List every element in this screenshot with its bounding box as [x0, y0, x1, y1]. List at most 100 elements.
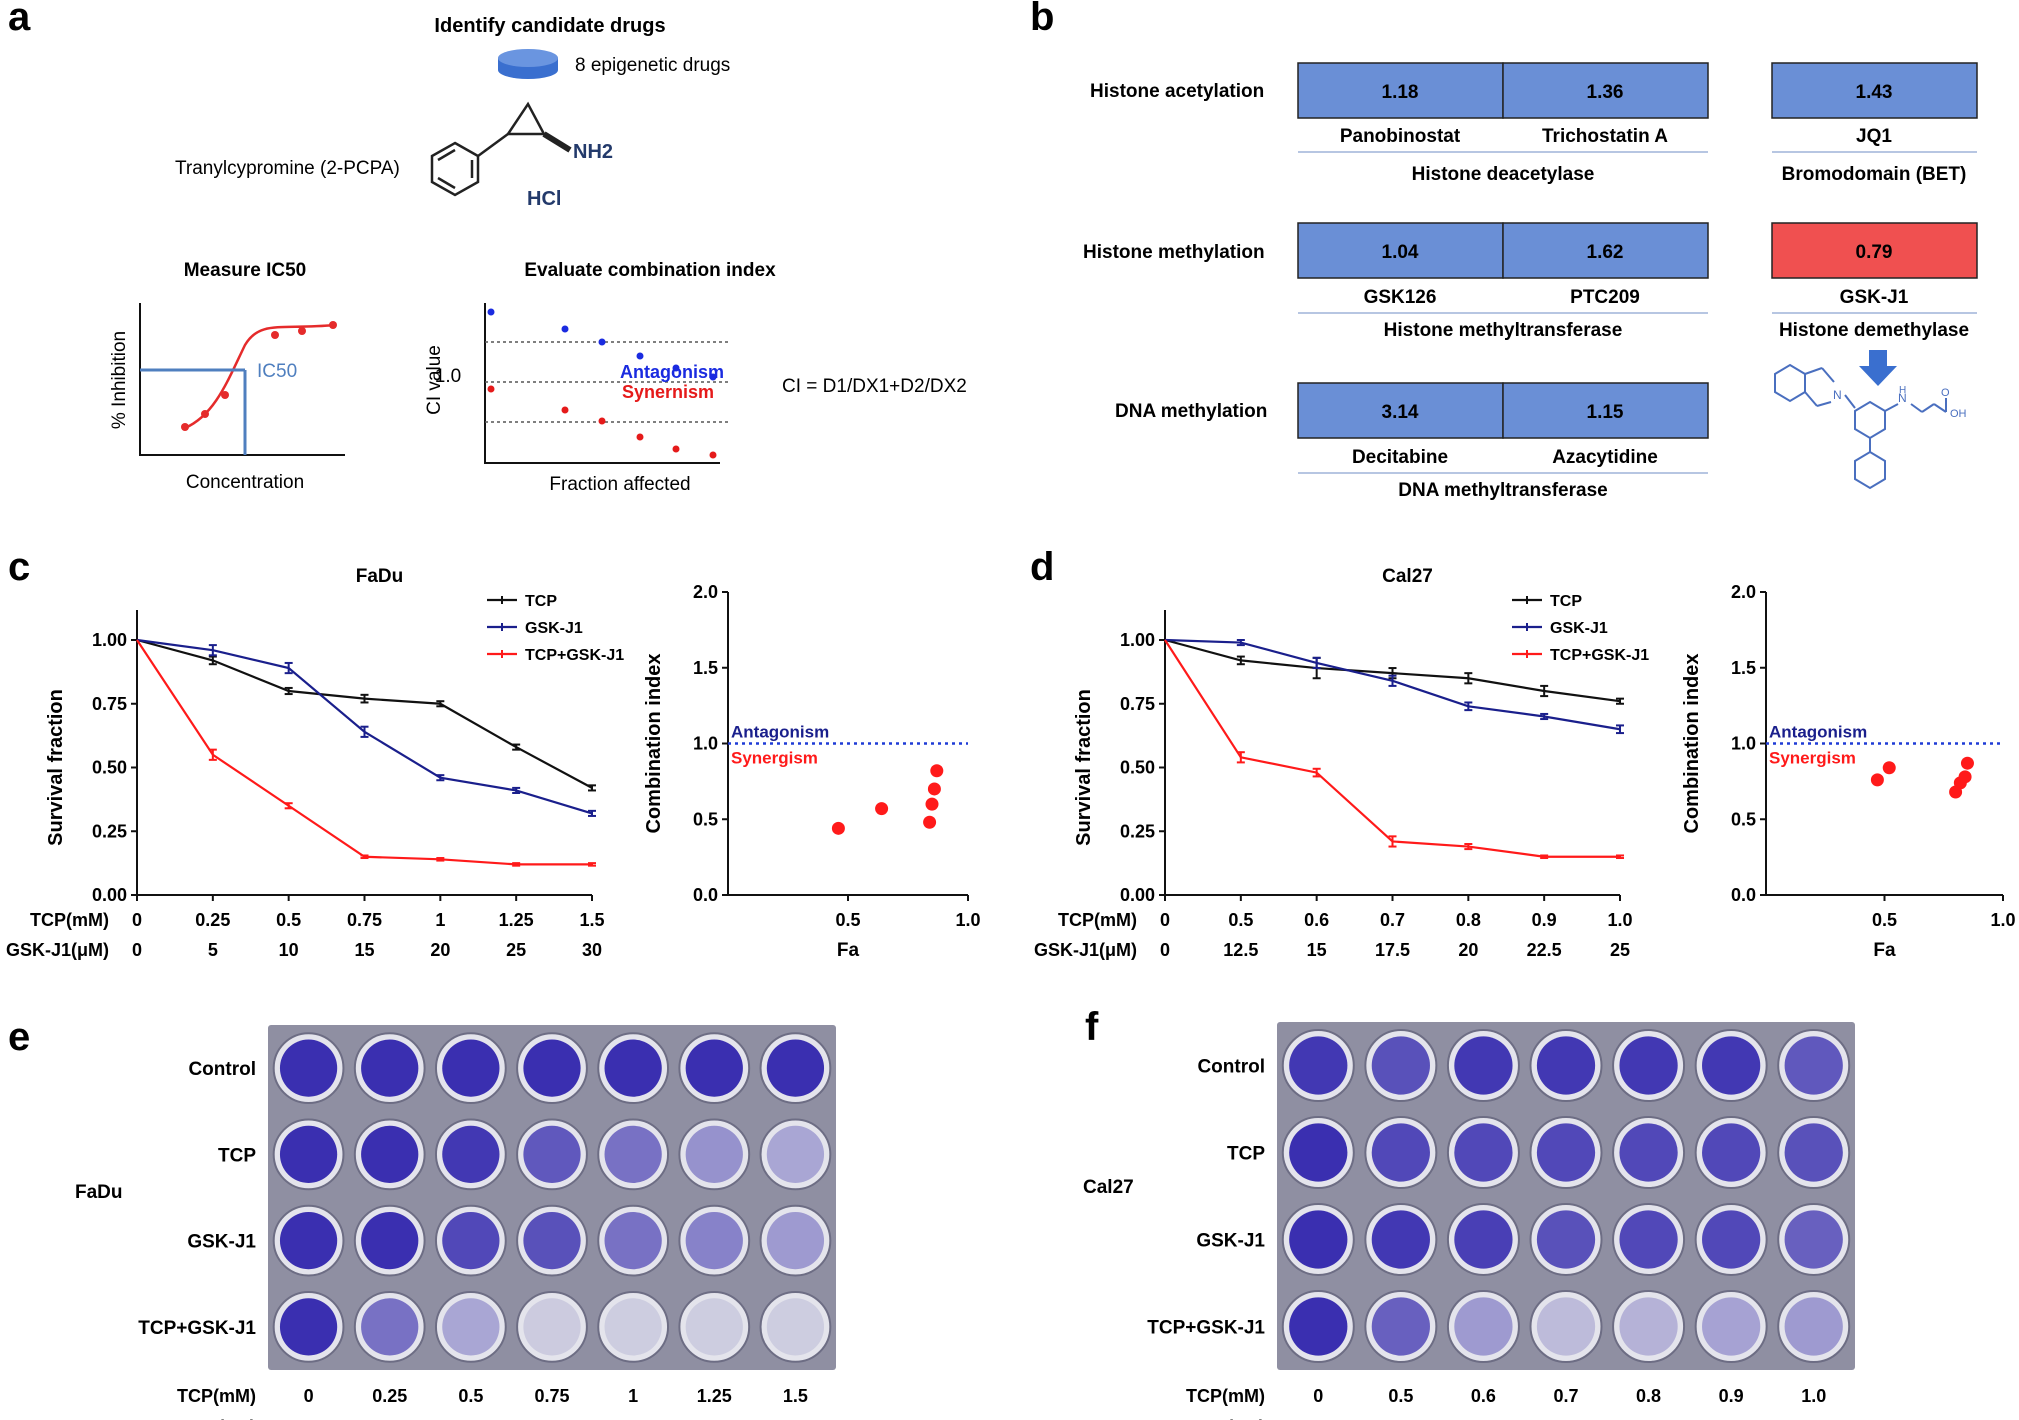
plate-col-row2: 25 — [704, 1417, 724, 1420]
plate-col-row2: 20 — [623, 1417, 643, 1420]
plate-col-row2: 0 — [304, 1417, 314, 1420]
x-tick-row1: 0.5 — [276, 910, 301, 930]
y-tick-label: 1.0 — [1731, 734, 1756, 754]
plate-col-row2: 12.5 — [1383, 1417, 1418, 1420]
ci-formula: CI = D1/DX1+D2/DX2 — [782, 376, 967, 397]
well-stain — [1536, 1036, 1596, 1095]
ci-ylabel: CI value — [424, 345, 445, 415]
gskj1-structure — [1774, 363, 1947, 490]
x-tick-row2: 15 — [1307, 940, 1327, 960]
box-jq1 — [1771, 62, 1978, 119]
group-bet: Bromodomain (BET) — [1782, 164, 1967, 185]
antagonism-label: Antagonism — [1769, 723, 1867, 742]
box-panobinostat — [1297, 62, 1504, 119]
x-tick-row2: 5 — [208, 940, 218, 960]
fadu-survival-chart: 0.00 0.25 0.50 0.75 1.00 0 0 0.25 5 0.5 10 0.75 15 1 2… — [6, 566, 624, 960]
well-stain — [279, 1212, 338, 1270]
drug-gsk126: GSK126 — [1364, 287, 1437, 308]
row-label-dna-methylation: DNA methylation — [1115, 401, 1267, 422]
row-label-histone-methylation: Histone methylation — [1083, 242, 1265, 263]
plate-row2-label: GSK-J1(μM) — [1162, 1417, 1265, 1420]
group-demethylase: Histone demethylase — [1779, 320, 1969, 341]
plate-row2-label: GSK-J1(μM) — [153, 1417, 256, 1420]
y-tick-label: 0.50 — [1120, 758, 1155, 778]
plate-col-row1: 0.5 — [458, 1386, 483, 1406]
tranylcypromine-structure — [430, 101, 572, 197]
well-stain — [442, 1125, 500, 1183]
ci-xlabel: Fraction affected — [549, 474, 690, 495]
y-tick-label: 1.5 — [1731, 658, 1756, 678]
group-hdac: Histone deacetylase — [1412, 164, 1595, 185]
x-tick-row2: 17.5 — [1375, 940, 1410, 960]
ci-point — [875, 802, 889, 816]
well-stain — [1784, 1036, 1843, 1095]
x-tick-row2: 20 — [430, 940, 450, 960]
plate-col-row1: 0.9 — [1719, 1386, 1744, 1406]
plate-row-label: TCP+GSK-J1 — [138, 1318, 256, 1339]
well-stain — [766, 1212, 825, 1270]
plate-col-row1: 0 — [304, 1386, 314, 1406]
hcl-label: HCl — [527, 188, 561, 210]
row2-label: GSK-J1(μM) — [6, 940, 109, 960]
ci-point — [923, 815, 937, 829]
ic50-title: Measure IC50 — [184, 260, 307, 281]
drug-trichostatin: Trichostatin A — [1542, 126, 1668, 147]
x-tick-row1: 0 — [1160, 910, 1170, 930]
plate-col-row2: 5 — [385, 1417, 395, 1420]
y-tick-label: 2.0 — [1731, 582, 1756, 602]
legend-label: TCP+GSK-J1 — [1550, 647, 1649, 664]
box-gsk126 — [1297, 222, 1504, 279]
x-tick-row2: 20 — [1458, 940, 1478, 960]
well-stain — [523, 1125, 581, 1183]
plate-col-row1: 1 — [628, 1386, 638, 1406]
x-tick-row2: 10 — [279, 940, 299, 960]
row1-label: TCP(mM) — [1058, 910, 1137, 930]
panel-label-f: f — [1085, 1005, 1099, 1049]
well-bottom — [685, 1125, 743, 1183]
well-stain — [279, 1125, 338, 1183]
fadu-plate-panel: Control TCP GSK-J1 TCP+GSK-J1 0 0 0.25 5 0.5 10 0.… — [138, 1025, 836, 1420]
well-stain — [279, 1039, 338, 1097]
x-tick-row2: 15 — [354, 940, 374, 960]
gskj1-h: H — [1899, 385, 1906, 396]
well-bottom — [604, 1298, 662, 1356]
x-axis-label: Fa — [837, 940, 860, 961]
ci-point — [927, 782, 941, 796]
ci-value-jq1: 1.43 — [1856, 82, 1893, 103]
ci-point — [1870, 773, 1884, 787]
well-stain — [1289, 1210, 1348, 1269]
plate-col-row2: 20 — [1639, 1417, 1659, 1420]
legend-label: TCP+GSK-J1 — [525, 647, 624, 664]
row-label-acetylation: Histone acetylation — [1090, 81, 1264, 102]
gskj1-oh: OH — [1950, 408, 1967, 420]
drug-panobinostat: Panobinostat — [1340, 126, 1461, 147]
panel-label-d: d — [1030, 545, 1054, 589]
down-arrow-icon — [1859, 350, 1897, 386]
well-stain — [523, 1039, 581, 1097]
panel-a: Identify candidate drugs 8 epigenetic dr… — [109, 15, 967, 495]
y-tick-label: 0.50 — [92, 758, 127, 778]
x-tick-row2: 22.5 — [1527, 940, 1562, 960]
well-stain — [685, 1125, 743, 1183]
well-stain — [685, 1212, 743, 1270]
x-tick-label: 0.5 — [1872, 910, 1897, 930]
plate-row-label: TCP+GSK-J1 — [1147, 1318, 1265, 1339]
fadu-ci-chart: 0.0 0.5 1.0 1.5 2.0 0.5 1.0 Fa Combination index… — [643, 582, 981, 961]
plate-row-label: Control — [1197, 1057, 1265, 1078]
plate-col-row1: 0.75 — [534, 1386, 569, 1406]
ci-value-panobinostat: 1.18 — [1382, 82, 1419, 103]
y-tick-label: 0.25 — [1120, 821, 1155, 841]
y-tick-label: 0.0 — [1731, 885, 1756, 905]
antagonism-label: Antagonism — [731, 723, 829, 742]
well-stain — [1289, 1036, 1348, 1095]
ci-concept-plot — [484, 303, 730, 464]
y-tick-label: 0.0 — [693, 885, 718, 905]
ic50-label: IC50 — [257, 361, 297, 382]
well-stain — [361, 1298, 419, 1356]
well-stain — [1619, 1210, 1678, 1269]
well-stain — [1619, 1036, 1678, 1095]
plate-col-row1: 1.5 — [783, 1386, 808, 1406]
y-tick-label: 1.5 — [693, 658, 718, 678]
y-axis-label: Combination index — [643, 654, 665, 834]
